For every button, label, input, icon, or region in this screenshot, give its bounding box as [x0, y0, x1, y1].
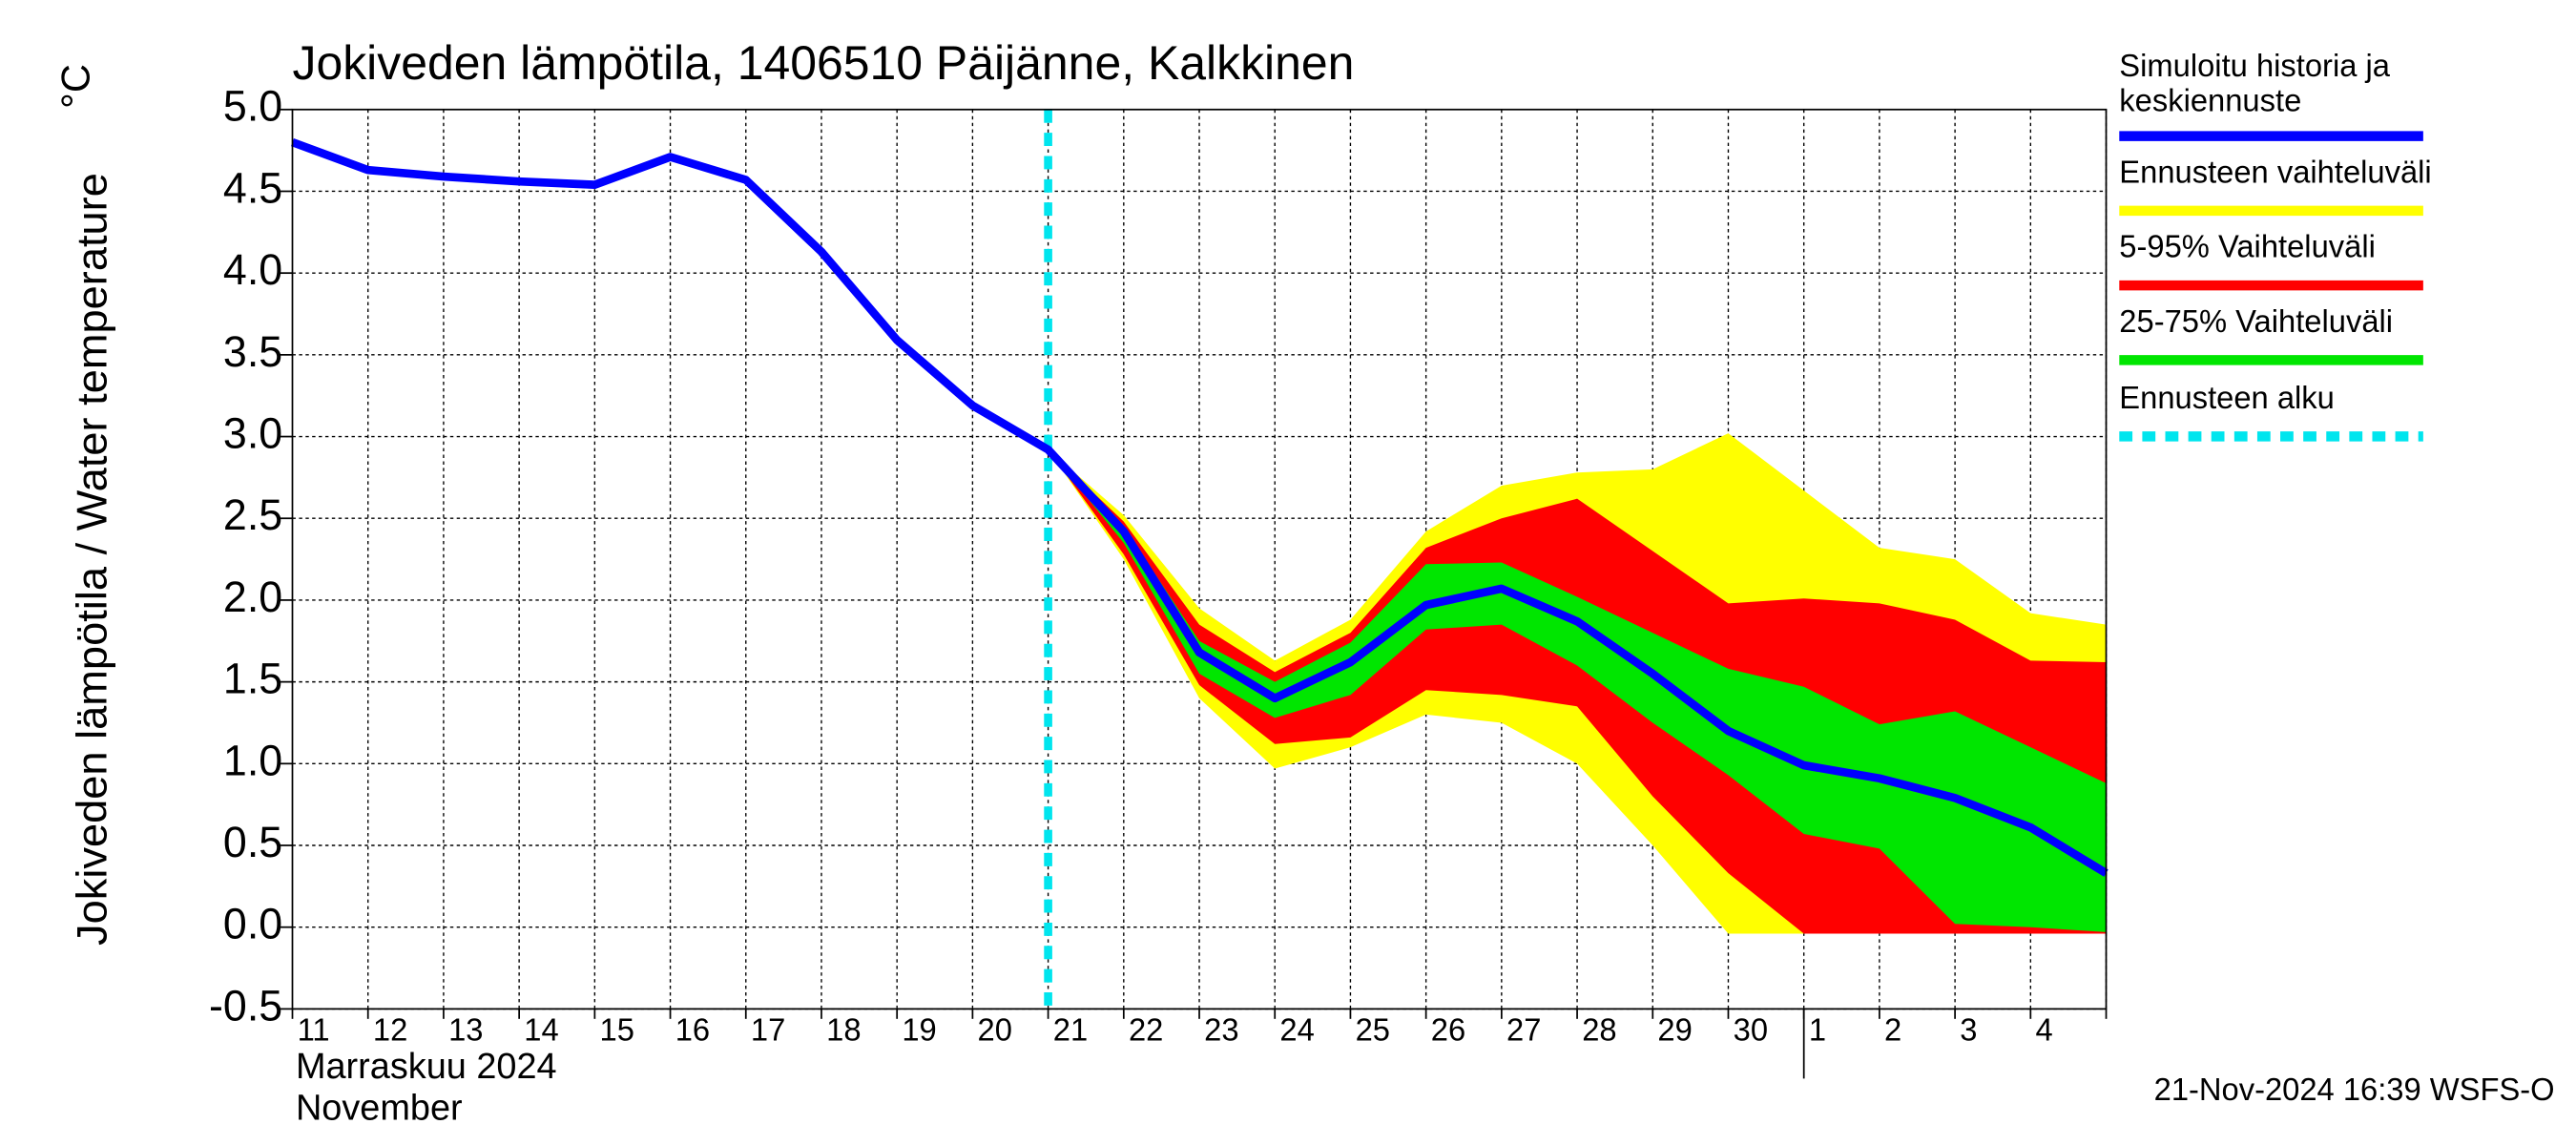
legend-label: Ennusteen alku — [2119, 382, 2335, 417]
legend-label: 25-75% Vaihteluväli — [2119, 305, 2394, 341]
x-tick-label: 27 — [1506, 1011, 1541, 1047]
y-tick-label: 2.0 — [223, 572, 282, 621]
x-tick-label: 20 — [978, 1011, 1012, 1047]
y-tick-label: 1.0 — [223, 736, 282, 784]
y-tick-label: 4.0 — [223, 245, 282, 294]
y-axis-label: Jokiveden lämpötila / Water temperature — [68, 173, 116, 946]
plot-frame — [291, 108, 2108, 1010]
forecast-band — [1048, 449, 2107, 932]
y-tick-label: 5.0 — [223, 82, 282, 131]
x-tick-label: 15 — [600, 1011, 634, 1047]
legend-label-box: 5-95% Vaihteluväli — [2119, 230, 2376, 266]
x-tick-label: 26 — [1431, 1011, 1465, 1047]
x-tick-label: 3 — [1960, 1011, 1977, 1047]
x-tick-label: 1 — [1809, 1011, 1826, 1047]
legend-label: Simuloitu historia ja keskiennuste — [2119, 50, 2390, 120]
x-tick-label: 18 — [826, 1011, 861, 1047]
x-tick-label: 16 — [675, 1011, 710, 1047]
y-tick-label: 2.5 — [223, 490, 282, 539]
legend-label-box: Ennusteen alku — [2119, 382, 2335, 417]
y-tick-label: 4.5 — [223, 163, 282, 212]
x-tick-label: 23 — [1204, 1011, 1238, 1047]
x-tick-label: 24 — [1279, 1011, 1314, 1047]
x-tick-label: 21 — [1053, 1011, 1088, 1047]
x-axis-label: November — [296, 1088, 463, 1128]
x-tick-label: 17 — [751, 1011, 785, 1047]
footer: 21-Nov-2024 16:39 WSFS-O — [2154, 1072, 2555, 1107]
y-tick-label: -0.5 — [209, 981, 282, 1030]
x-tick-label: 14 — [524, 1011, 558, 1047]
x-tick-label: 11 — [298, 1011, 330, 1047]
x-tick-label: 28 — [1582, 1011, 1616, 1047]
x-tick-label: 29 — [1657, 1011, 1692, 1047]
x-tick-label: 4 — [2035, 1011, 2052, 1047]
y-tick-label: 3.0 — [223, 408, 282, 457]
legend-label-box: 25-75% Vaihteluväli — [2119, 305, 2394, 341]
legend-label-box: Ennusteen vaihteluväli — [2119, 156, 2432, 191]
x-tick-label: 2 — [1884, 1011, 1901, 1047]
x-tick-label: 22 — [1129, 1011, 1163, 1047]
series-line — [291, 137, 2109, 877]
y-tick-label: 0.5 — [223, 818, 282, 866]
chart-title: Jokiveden lämpötila, 1406510 Päijänne, K… — [293, 36, 1355, 90]
x-tick-label: 13 — [448, 1011, 483, 1047]
y-tick-label: 1.5 — [223, 654, 282, 702]
x-tick-label: 30 — [1734, 1011, 1768, 1047]
legend-label: 5-95% Vaihteluväli — [2119, 230, 2376, 266]
x-axis-label: Marraskuu 2024 — [296, 1047, 557, 1087]
x-tick-label: 19 — [902, 1011, 936, 1047]
x-tick-label: 25 — [1356, 1011, 1390, 1047]
x-tick-label: 12 — [373, 1011, 407, 1047]
y-axis-unit: °C — [53, 64, 98, 109]
legend-label-box: Simuloitu historia ja keskiennuste — [2119, 50, 2390, 120]
legend-label: Ennusteen vaihteluväli — [2119, 156, 2432, 191]
y-tick-label: 3.5 — [223, 327, 282, 376]
y-tick-label: 0.0 — [223, 899, 282, 947]
